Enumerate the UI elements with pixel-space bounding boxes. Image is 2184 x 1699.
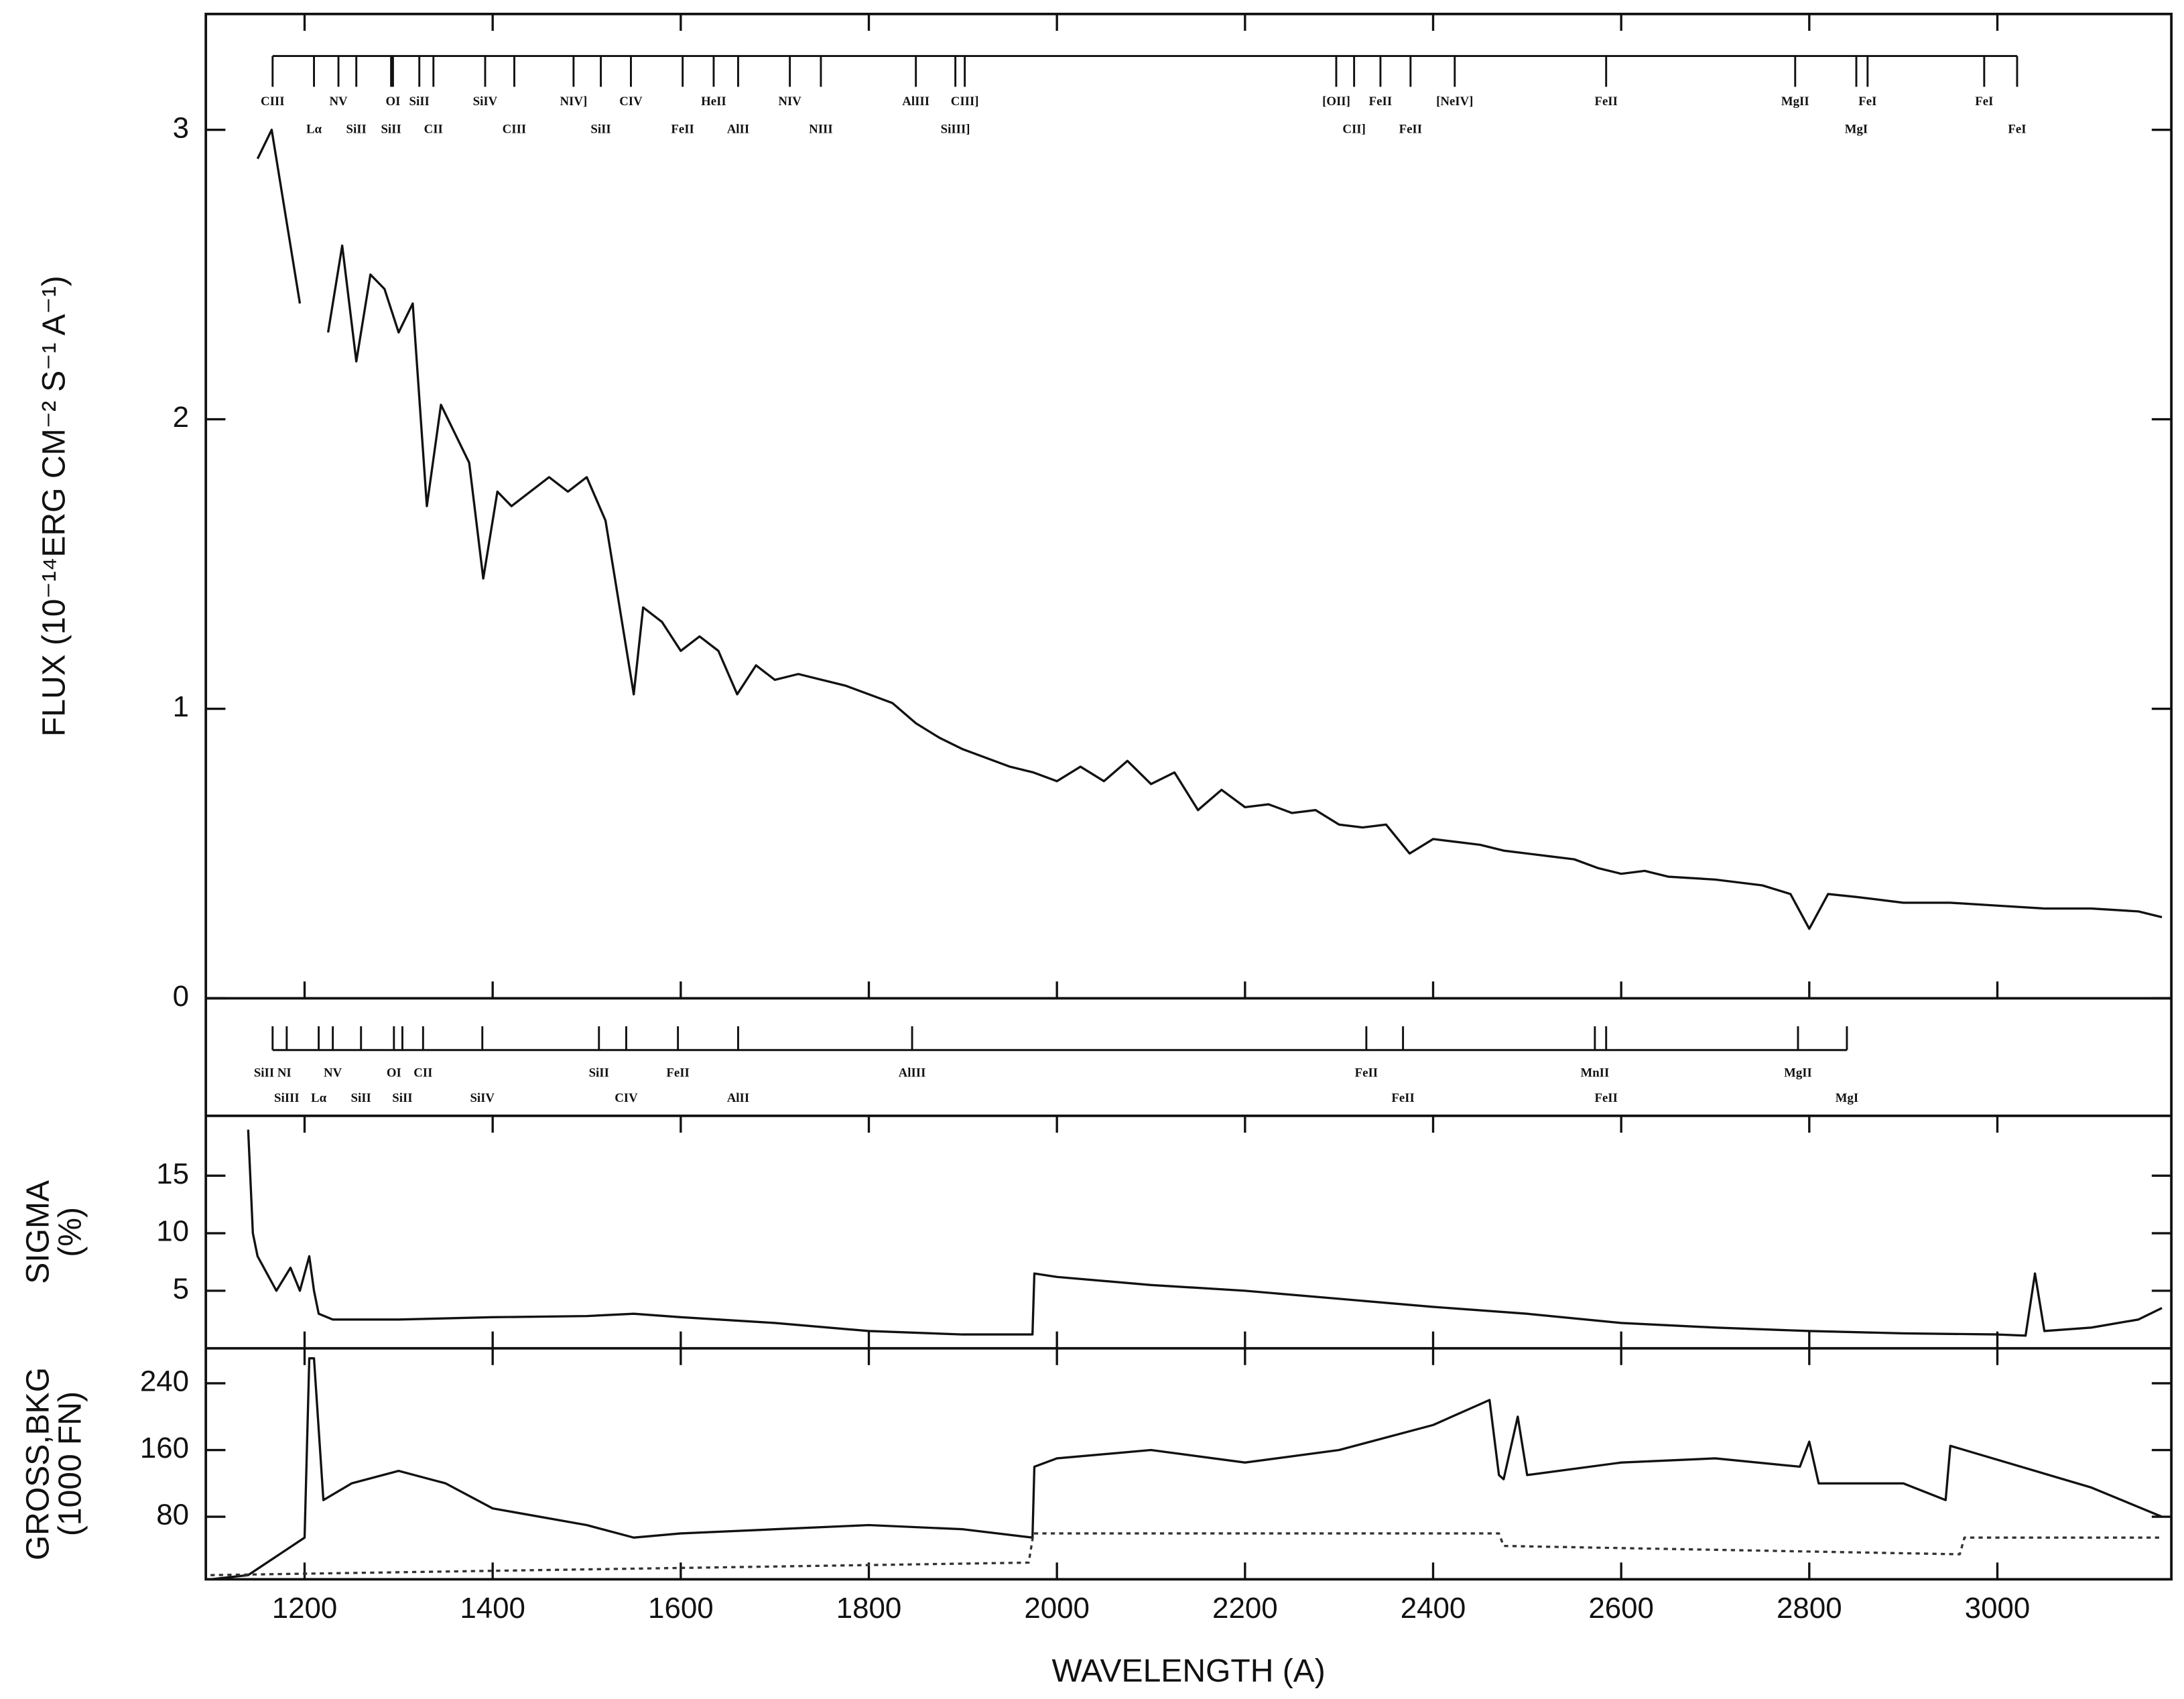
y-tick-label: 3 [173,111,189,144]
y-axis-label: (1000 FN) [52,1391,88,1536]
line-id-label: SiIII [274,1091,300,1105]
line-id-label: SiIII] [941,123,970,137]
line-id-label: FeII [671,123,694,137]
y-tick-label: 2 [173,401,189,434]
y-axis-label: SIGMA [20,1180,56,1284]
line-id-label: SiIV [473,95,498,109]
y-tick-label: 15 [156,1157,189,1190]
y-axis-label: (%) [52,1207,88,1257]
line-id-label: MgI [1836,1091,1858,1105]
line-id-label: [NeIV] [1436,95,1473,109]
line-id-label: Lα [311,1091,327,1105]
line-id-label: FeII [1391,1091,1414,1105]
x-tick-label: 2200 [1212,1592,1278,1625]
line-id-label: CIV [619,95,643,109]
x-tick-label: 3000 [1965,1592,2031,1625]
line-id-label: SiII [351,1091,371,1105]
line-id-label: AlII [727,123,749,137]
line-id-label: OI [387,1066,401,1080]
line-id-label: FeI [1858,95,1876,109]
data-line [256,128,2163,930]
line-id-label: FeI [1975,95,1993,109]
line-id-label: CIII [503,123,527,137]
line-id-label: FeII [1355,1066,1378,1080]
line-id-label: SiII [346,123,367,137]
frame [204,13,2173,1581]
line-id-label: CII] [1342,123,1365,137]
line-id-label: Lα [306,123,322,137]
line-id-label: SiII [381,123,401,137]
line-id-label: MgII [1784,1066,1812,1080]
line-id-label: FeII [1594,1091,1617,1105]
line-id-label: SiII [409,95,430,109]
y-axis-label: FLUX (10⁻¹⁴ERG CM⁻² S⁻¹ A⁻¹) [36,275,72,737]
line-id-label: FeII [666,1066,689,1080]
line-id-label: MnII [1580,1066,1609,1080]
line-id-label: FeII [1594,95,1617,109]
line-id-label: FeI [2008,123,2026,137]
line-id-label: FeII [1399,123,1422,137]
line-id-label: SiII NI [254,1066,292,1080]
line-id-label: CIII [261,95,285,109]
y-tick-label: 80 [156,1499,189,1531]
x-tick-label: 1600 [648,1592,714,1625]
x-axis-label: WAVELENGTH (A) [1051,1653,1325,1689]
y-tick-label: 160 [140,1432,189,1464]
line-id-label: [OII] [1322,95,1350,109]
line-id-label: NIII [809,123,833,137]
line-id-label: NV [329,95,348,109]
y-axis-label: GROSS,BKG [20,1367,56,1560]
x-tick-label: 1200 [272,1592,338,1625]
line-id-label: CIV [615,1091,638,1105]
line-id-label: NV [324,1066,342,1080]
line-id-label: FeII [1369,95,1392,109]
data-line [210,1357,2163,1581]
data-line [247,1129,2163,1337]
line-id-label: CII [424,123,443,137]
line-id-label: OI [385,95,400,109]
line-id-label: AlIII [902,95,929,109]
line-id-label: NIV] [560,95,587,109]
line-id-label: MgI [1845,123,1868,137]
data-line [210,1532,2163,1576]
line-id-label: CIII] [951,95,979,109]
line-id-label: SiII [392,1091,412,1105]
x-tick-label: 1400 [460,1592,525,1625]
x-tick-label: 2800 [1777,1592,1842,1625]
x-tick-label: 2000 [1024,1592,1090,1625]
y-tick-label: 5 [173,1272,189,1305]
y-tick-label: 10 [156,1215,189,1248]
line-id-label: AlII [727,1091,749,1105]
y-tick-label: 1 [173,690,189,723]
line-id-label: HeII [701,95,726,109]
line-id-label: MgII [1781,95,1809,109]
y-tick-label: 240 [140,1365,189,1398]
x-tick-label: 1800 [836,1592,902,1625]
line-id-label: CII [413,1066,432,1080]
line-id-label: SiIV [470,1091,495,1105]
line-id-label: SiII [590,123,611,137]
line-id-label: SiII [589,1066,609,1080]
line-id-label: AlIII [899,1066,926,1080]
x-tick-label: 2400 [1401,1592,1466,1625]
line-id-label: NIV [778,95,801,109]
x-tick-label: 2600 [1588,1592,1654,1625]
y-tick-label: 0 [173,980,189,1013]
